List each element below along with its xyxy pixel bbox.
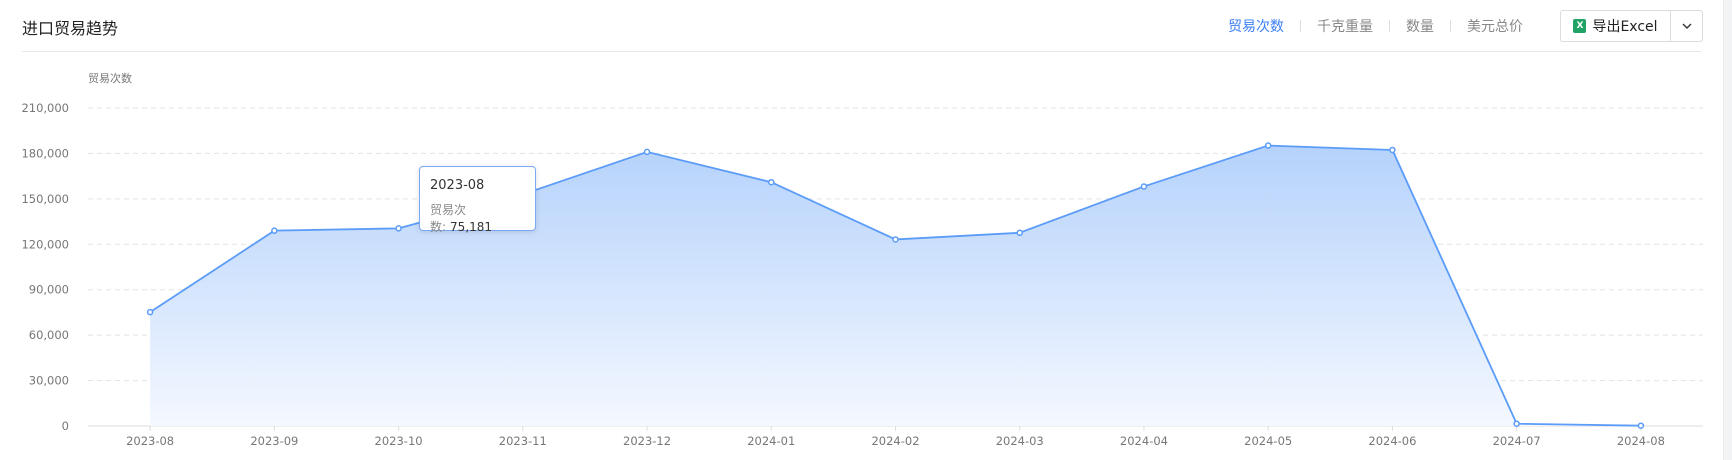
divider [1389,20,1390,32]
data-point [1264,142,1272,149]
export-excel-button[interactable]: X 导出Excel [1561,11,1671,41]
y-tick-label: 180,000 [21,146,69,160]
y-tick-label: 90,000 [29,283,69,297]
page-title: 进口贸易趋势 [22,19,119,38]
tooltip-date: 2023-08 [430,178,485,193]
x-tick-label: 2024-04 [1120,434,1168,448]
data-point [768,178,775,186]
x-tick-label: 2024-03 [996,434,1044,448]
y-tick-label: 0 [62,419,69,433]
tooltip-label: 贸易次数: [430,203,467,234]
data-point [1513,420,1520,427]
x-tick-label: 2024-07 [1493,434,1541,448]
x-tick-label: 2024-02 [871,434,919,448]
tooltip-row: 贸易次数: 75,181 [430,201,525,235]
tooltip-value: 75,181 [450,220,493,234]
y-tick-label: 150,000 [21,192,69,206]
tab-quantity[interactable]: 数量 [1406,19,1434,35]
y-tick-label: 60,000 [29,328,69,342]
data-point [1637,422,1645,429]
x-tick-label: 2023-08 [126,434,174,448]
export-button-group: X 导出Excel [1560,10,1703,42]
x-tick-label: 2024-08 [1617,434,1665,448]
divider [1450,20,1451,32]
y-tick-label: 120,000 [21,237,69,251]
export-label: 导出Excel [1592,19,1658,35]
y-tick-label: 210,000 [21,101,69,115]
chart-tooltip: 2023-08 贸易次数: 75,181 [419,166,536,234]
data-point [1140,183,1148,190]
x-tick-label: 2024-06 [1368,434,1416,448]
tab-weight-kg[interactable]: 千克重量 [1317,19,1373,35]
metric-tabs: 贸易次数 千克重量 数量 美元总价 [1228,16,1523,36]
y-tick-label: 30,000 [29,374,69,388]
data-point [643,148,651,156]
data-point [271,227,278,234]
data-point [146,308,154,316]
data-point [395,225,402,232]
tab-trade-count[interactable]: 贸易次数 [1228,19,1284,35]
chevron-down-icon [1682,23,1691,29]
x-tick-label: 2024-05 [1244,434,1292,448]
export-dropdown-button[interactable] [1671,11,1702,41]
x-tick-label: 2023-12 [623,434,671,448]
excel-icon: X [1573,19,1587,33]
x-tick-label: 2023-10 [375,434,423,448]
data-point [892,236,899,243]
x-tick-label: 2024-01 [747,434,795,448]
data-point [1016,229,1023,237]
x-tick-label: 2023-11 [499,434,547,448]
tab-usd-total[interactable]: 美元总价 [1467,19,1523,35]
series-area [150,145,1641,426]
y-axis-label: 贸易次数 [88,71,132,85]
header-divider [22,51,1701,52]
x-tick-label: 2023-09 [250,434,298,448]
data-point [1389,146,1396,154]
divider [1300,20,1301,32]
